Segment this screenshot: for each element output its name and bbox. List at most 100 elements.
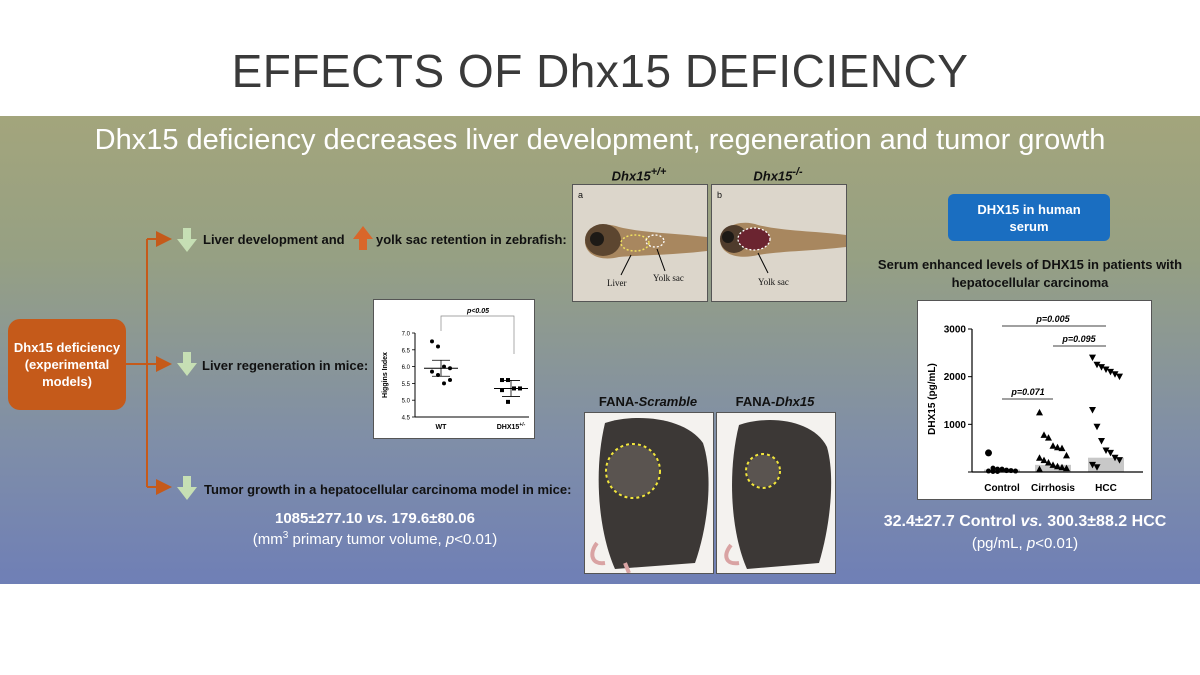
serum-point-control	[986, 468, 991, 474]
higgins-tick-label: 7.0	[402, 332, 411, 338]
liver-label: Liver	[607, 278, 627, 288]
serum-units: (pg/mL, p<0.01)	[971, 535, 1079, 552]
higgins-tick-label: 4.5	[402, 416, 411, 422]
serum-point-cirrhosis	[1063, 464, 1070, 472]
serum-point-hcc	[1107, 449, 1114, 457]
higgins-x-label-wt: WT	[436, 424, 448, 431]
serum-x-label: Cirrhosis	[1031, 483, 1075, 494]
yolk-sac-label-b: Yolk sac	[758, 277, 789, 287]
serum-point-cirrhosis	[1049, 442, 1057, 449]
serum-tick-label: 2000	[944, 372, 967, 383]
mouse-dhx15-image	[717, 413, 835, 573]
slide-subtitle: Dhx15 deficiency decreases liver develop…	[94, 124, 1106, 156]
serum-stat: 32.4±27.7 Control vs. 300.3±88.2 HCC	[883, 513, 1167, 530]
down-arrow-icon	[177, 352, 197, 376]
higgins-index-chart: Higgins Index 4.5 5.0 5.5 6.0 6.5 7.0 p<0.05 …	[373, 299, 535, 439]
higgins-tick-label: 6.5	[402, 348, 411, 354]
serum-point-hcc	[1111, 371, 1119, 378]
higgins-point-het	[506, 399, 510, 404]
serum-point-cirrhosis	[1036, 454, 1043, 461]
serum-x-label: Control	[984, 483, 1020, 494]
serum-point-hcc	[1093, 361, 1101, 369]
serum-point-hcc	[1098, 364, 1105, 371]
serum-point-cirrhosis	[1054, 462, 1061, 470]
higgins-point-wt	[448, 378, 452, 383]
higgins-point-het	[500, 388, 504, 393]
higgins-y-axis-label: Higgins Index	[382, 352, 389, 398]
serum-point-cirrhosis	[1036, 408, 1043, 416]
down-arrow-icon	[177, 476, 197, 500]
serum-dhx15-chart: DHX15 (pg/mL) 1000 2000 3000 p=0.005 p=0.0…	[917, 300, 1152, 500]
serum-point-hcc	[1093, 464, 1101, 471]
serum-point-hcc	[1089, 461, 1096, 469]
human-serum-box-label: DHX15 in human serum	[977, 201, 1081, 234]
origin-box-label: Dhx15 deficiency (experimental models)	[13, 340, 121, 389]
higgins-tick-label: 5.5	[402, 382, 411, 388]
serum-point-control	[1013, 468, 1018, 474]
row-regeneration-text: Liver regeneration in mice:	[202, 358, 369, 373]
mouse-scramble-image	[585, 413, 713, 574]
serum-point-cirrhosis	[1040, 431, 1048, 438]
up-arrow-icon	[353, 226, 373, 250]
higgins-chart-svg: Higgins Index 4.55.05.56.06.57.0 p<0.05 …	[382, 308, 529, 431]
tree-lines	[126, 231, 172, 495]
serum-point-hcc	[1093, 423, 1101, 431]
higgins-point-wt	[430, 369, 434, 374]
panel-letter-b: b	[717, 190, 723, 200]
serum-pvalue-control-hcc: p=0.005	[1035, 314, 1070, 324]
mouse-photo-dhx15	[716, 412, 836, 574]
mouse-photo-scramble	[584, 412, 714, 574]
serum-point-cirrhosis	[1054, 443, 1061, 451]
slide-title: EFFECTS OF Dhx15 DEFICIENCY	[231, 45, 969, 97]
serum-point-cirrhosis	[1040, 456, 1048, 464]
zebrafish-header-wildtype: Dhx15+/+	[611, 166, 667, 184]
panel-letter-a: a	[578, 190, 584, 200]
down-arrow-icon	[177, 228, 197, 252]
higgins-significance-bracket	[440, 315, 515, 354]
yolk-sac-label-a: Yolk sac	[653, 273, 684, 283]
higgins-point-wt	[442, 364, 446, 369]
zebrafish-header-knockout: Dhx15-/-	[753, 166, 803, 184]
serum-caption: Serum enhanced levels of DHX15 in patien…	[877, 257, 1183, 290]
serum-point-hcc	[1102, 366, 1110, 374]
zebrafish-knockout-image	[712, 185, 846, 301]
serum-point-hcc	[1098, 438, 1105, 445]
serum-pvalue-control-cirrhosis: p=0.071	[1010, 387, 1044, 397]
serum-point-cirrhosis	[1063, 451, 1070, 459]
serum-point-control	[999, 466, 1005, 472]
mouse-label-scramble: FANA-Scramble	[598, 394, 698, 409]
serum-x-label: HCC	[1095, 483, 1117, 494]
serum-tick-label: 3000	[944, 325, 967, 336]
serum-point-hcc	[1102, 447, 1110, 455]
serum-point-cirrhosis	[1058, 444, 1066, 452]
serum-point-hcc	[1089, 354, 1096, 362]
serum-chart-svg: DHX15 (pg/mL) 1000 2000 3000 p=0.005 p=0.0…	[927, 314, 1143, 494]
serum-point-cirrhosis	[1045, 458, 1052, 466]
higgins-tick-label: 5.0	[402, 399, 411, 405]
row-zebrafish-text-a: Liver development and	[203, 232, 345, 247]
serum-point-hcc	[1089, 407, 1096, 414]
serum-point-hcc	[1116, 373, 1123, 381]
row-zebrafish-text-b: yolk sac retention in zebrafish:	[376, 232, 567, 247]
serum-point-hcc	[1116, 457, 1123, 464]
serum-point-cirrhosis	[1036, 465, 1043, 473]
higgins-tick-label: 6.0	[402, 365, 411, 371]
serum-tick-label: 1000	[944, 420, 967, 431]
serum-y-axis-label: DHX15 (pg/mL)	[927, 363, 938, 435]
human-serum-box: DHX15 in human serum	[948, 194, 1110, 241]
serum-pvalue-cirrhosis-hcc: p=0.095	[1061, 334, 1096, 344]
serum-point-control	[985, 449, 992, 457]
serum-point-hcc	[1107, 368, 1114, 376]
higgins-point-wt	[442, 381, 446, 386]
serum-point-cirrhosis	[1045, 434, 1052, 441]
mouse-label-dhx15: FANA-Dhx15	[735, 394, 815, 409]
zebrafish-photo-a: a Liver Yolk sac	[572, 184, 708, 302]
serum-point-cirrhosis	[1058, 463, 1066, 471]
tumor-volume-units: (mm3 primary tumor volume, p<0.01)	[252, 530, 498, 548]
row-tumor-text: Tumor growth in a hepatocellular carcino…	[204, 482, 572, 497]
serum-point-hcc	[1111, 454, 1119, 462]
tumor-volume-stat: 1085±277.10 vs. 179.6±80.06	[275, 510, 475, 527]
serum-median-bar	[1035, 464, 1071, 472]
origin-box: Dhx15 deficiency (experimental models)	[8, 319, 126, 410]
